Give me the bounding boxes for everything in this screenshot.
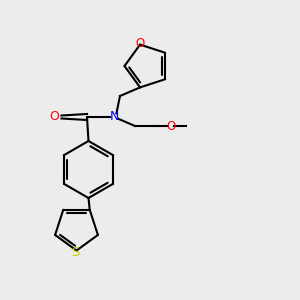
Text: O: O [167,119,176,133]
Text: O: O [135,37,145,50]
Text: O: O [49,110,59,124]
Text: N: N [109,110,119,124]
Text: S: S [71,245,79,259]
